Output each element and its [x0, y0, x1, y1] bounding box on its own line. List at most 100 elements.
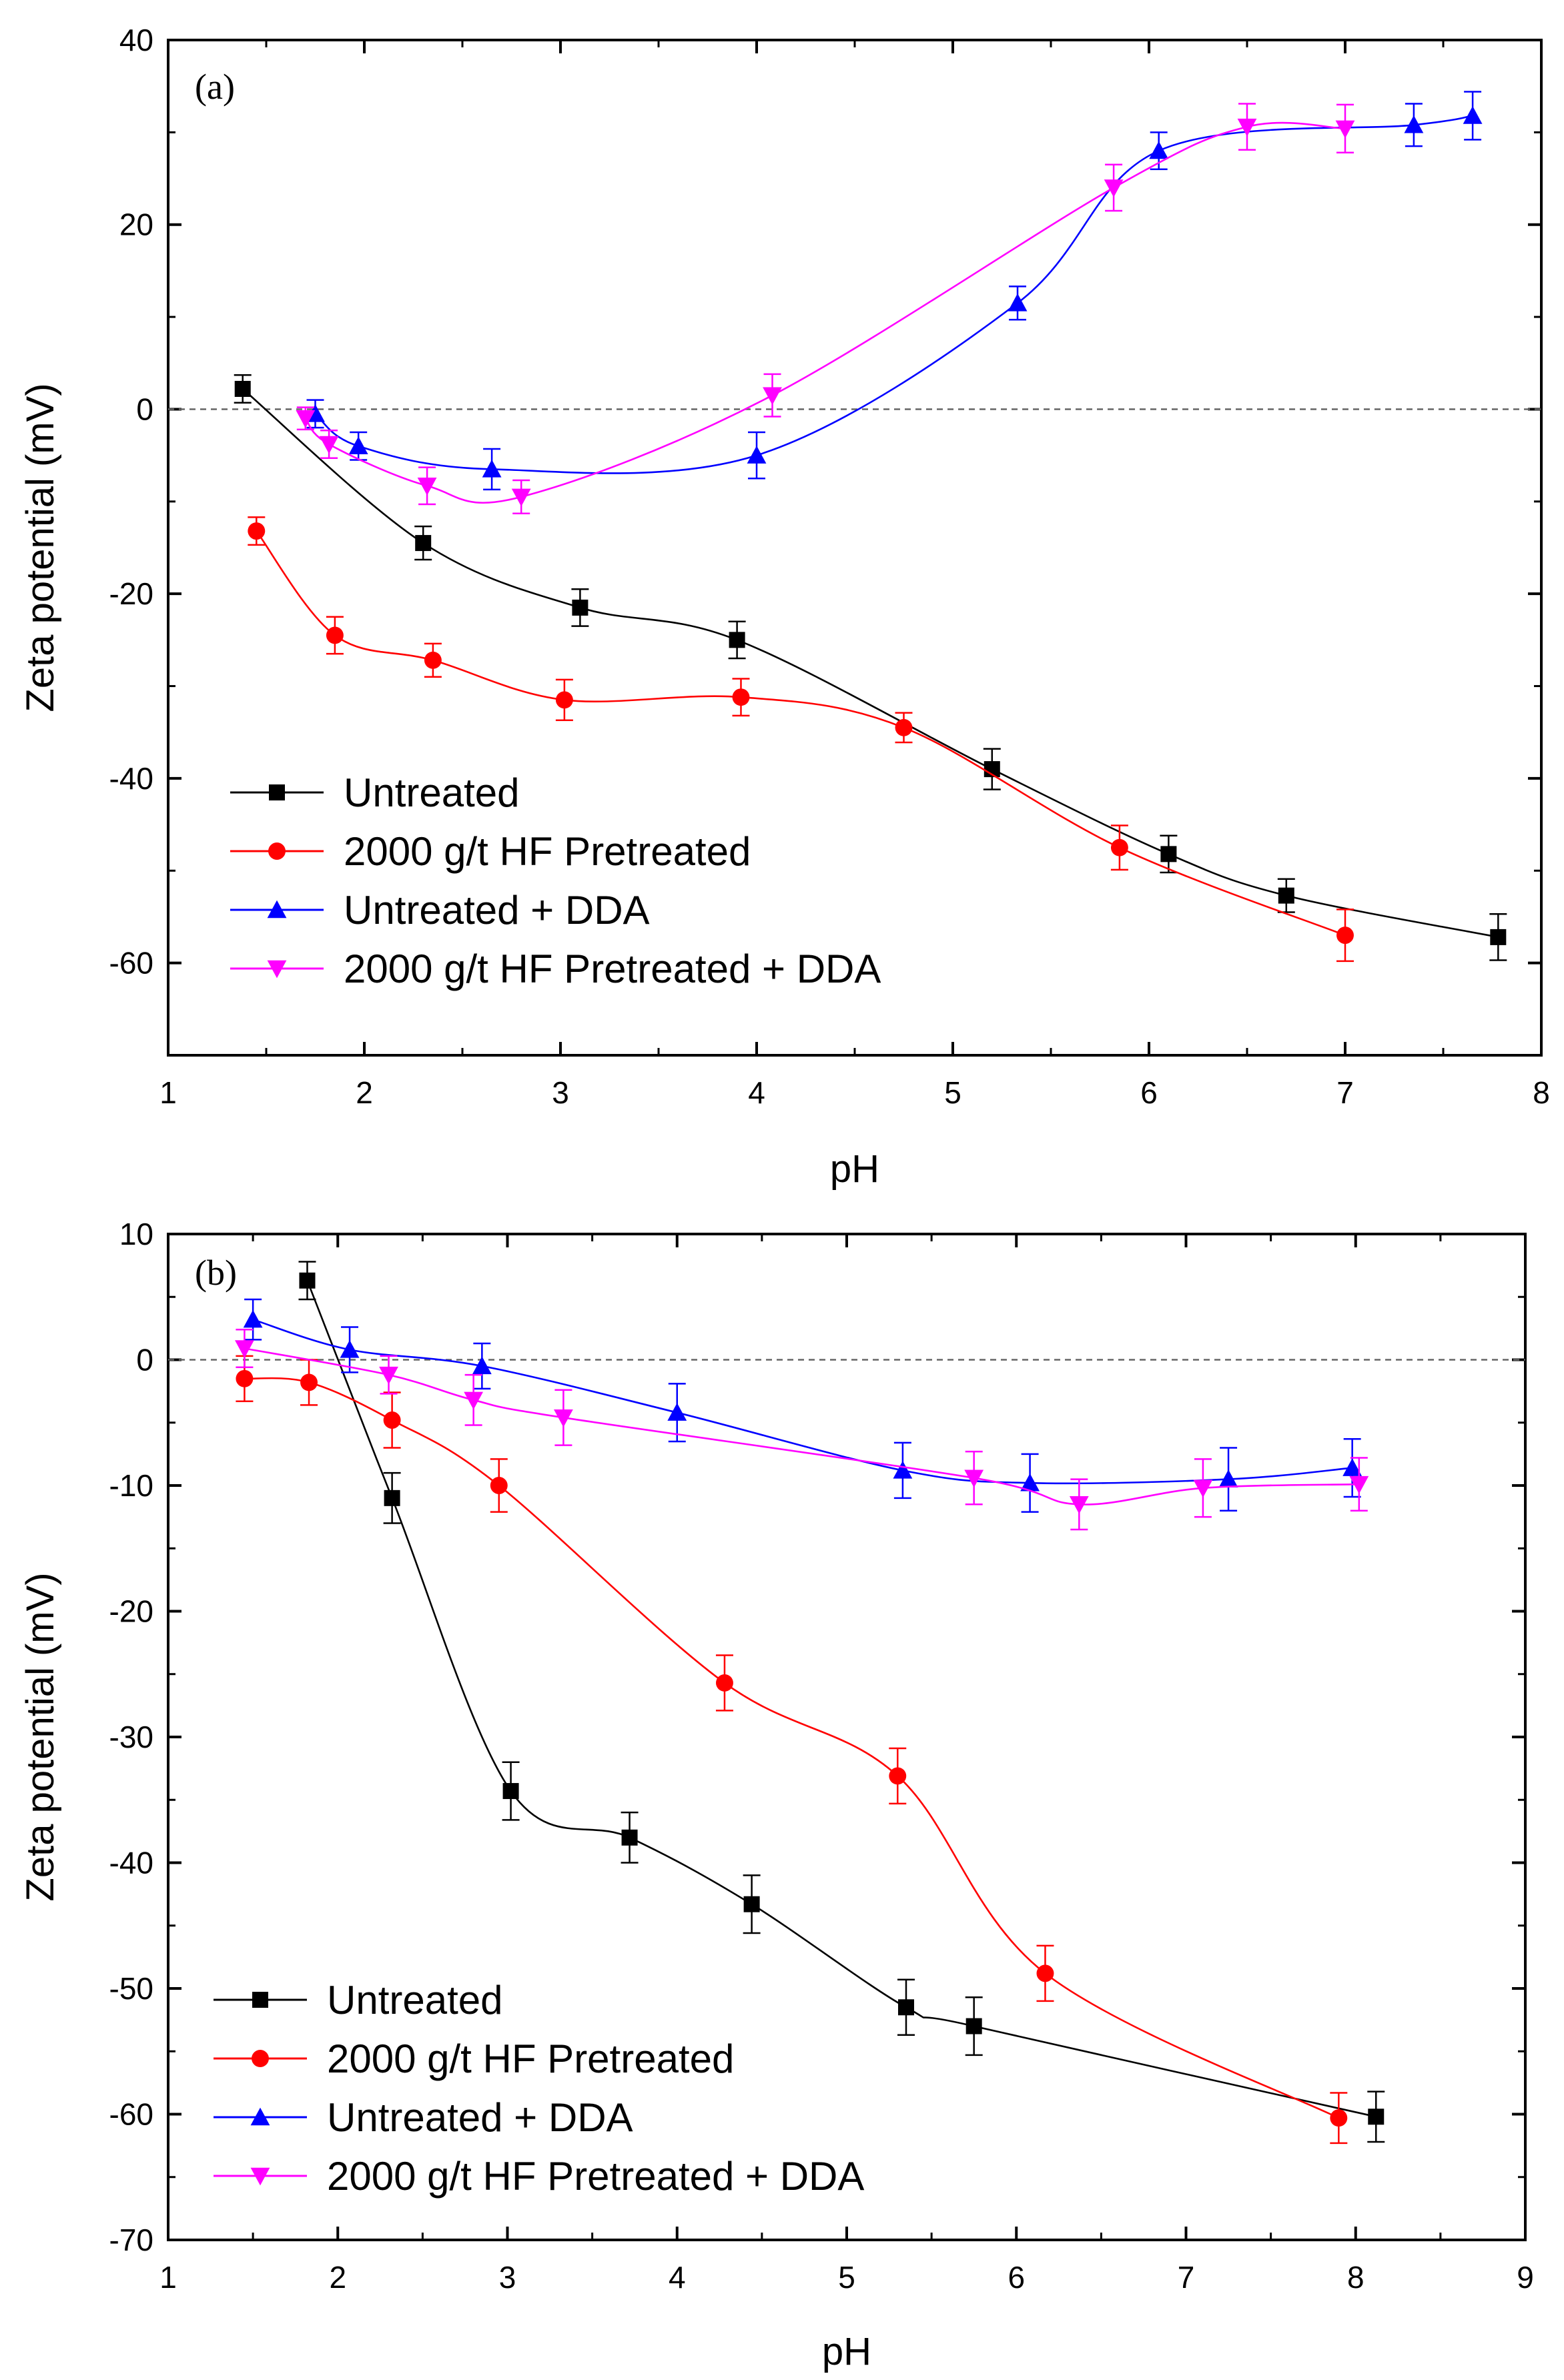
y-tick-label: -20 [109, 576, 153, 611]
data-point [383, 1411, 401, 1429]
data-point [464, 1391, 484, 1410]
panel-label-b: (b) [195, 1253, 237, 1293]
series-a [168, 91, 1541, 963]
data-point [1463, 106, 1483, 124]
data-point [1490, 929, 1507, 945]
series-line [242, 388, 1499, 939]
data-point [1349, 1475, 1369, 1494]
data-point [234, 381, 251, 398]
y-tick-label: -20 [109, 1594, 153, 1629]
legend-entry: Untreated + DDA [214, 2095, 633, 2140]
x-tick-label: 8 [1533, 1075, 1550, 1110]
series-line [314, 115, 1473, 474]
data-point [1104, 179, 1124, 197]
data-point [472, 1356, 492, 1375]
legend-b: Untreated 2000 g/t HF Pretreated Untreated… [214, 1978, 864, 2199]
x-axis-label-b: pH [822, 2330, 871, 2373]
data-point [1069, 1496, 1089, 1514]
x-tick-label: 3 [552, 1075, 569, 1110]
y-tick-label: 20 [119, 207, 153, 242]
series-square [298, 1261, 1385, 2143]
y-tick-label: 0 [136, 1343, 153, 1377]
data-point [243, 1309, 263, 1328]
data-point [1160, 846, 1177, 862]
data-point [502, 1783, 519, 1800]
data-point [417, 478, 437, 496]
data-point [1336, 927, 1354, 945]
legend-label: 2000 g/t HF Pretreated [327, 2036, 734, 2081]
y-tick-label: -10 [109, 1468, 153, 1503]
data-point [296, 410, 316, 428]
data-point [732, 688, 750, 706]
data-point [236, 1369, 254, 1387]
series-triangle-down [296, 103, 1355, 515]
data-point [1368, 2109, 1385, 2125]
y-tick-label: -40 [109, 1846, 153, 1880]
x-tick-label: 6 [1140, 1075, 1158, 1110]
data-point [326, 626, 344, 644]
series-square [234, 374, 1507, 961]
series-line [244, 1347, 1359, 1506]
data-point [763, 387, 782, 406]
x-tick-label: 5 [944, 1075, 961, 1110]
legend-marker [267, 900, 287, 919]
legend-entry: Untreated [230, 770, 520, 815]
data-point [1404, 115, 1424, 133]
data-point [964, 1469, 984, 1488]
legend-label: 2000 g/t HF Pretreated + DDA [344, 947, 881, 991]
y-axis-label-a: Zeta potential (mV) [19, 383, 62, 712]
legend-marker [252, 2050, 269, 2067]
data-point [340, 1340, 360, 1358]
x-tick-label: 4 [669, 2260, 686, 2295]
data-point [348, 436, 368, 455]
y-tick-label: -50 [109, 1971, 153, 2006]
x-tick-label: 3 [499, 2260, 516, 2295]
data-point [299, 1272, 316, 1289]
data-point [572, 599, 589, 616]
plot-frame-b [167, 1233, 1527, 2241]
legend-a: Untreated 2000 g/t HF Pretreated Untreated… [230, 770, 881, 991]
y-tick-label: 40 [119, 23, 153, 57]
legend-marker [268, 842, 286, 860]
y-tick-label: -60 [109, 946, 153, 981]
data-point [554, 1409, 573, 1427]
data-point [667, 1403, 687, 1421]
panel-label-a: (a) [195, 67, 235, 107]
data-point [715, 1674, 733, 1692]
legend-marker [267, 960, 287, 979]
x-tick-label: 9 [1517, 2260, 1534, 2295]
data-point [1036, 1964, 1054, 1982]
x-axis-label-a: pH [830, 1147, 879, 1191]
y-tick-label: -60 [109, 2097, 153, 2132]
data-point [379, 1366, 398, 1385]
y-tick-label: -40 [109, 761, 153, 796]
legend-marker [252, 1992, 268, 2008]
panel-b: (b) pH Zeta potential (mV) 1 2 3 4 5 6 7 8 9 -70 -… [19, 1217, 1534, 2373]
data-point [1193, 1479, 1213, 1498]
x-tick-label: 1 [159, 2260, 177, 2295]
data-point [1008, 293, 1028, 312]
legend-entry: Untreated + DDA [230, 888, 650, 933]
data-point [621, 1829, 638, 1846]
data-point [897, 1999, 914, 2016]
data-point [965, 2018, 982, 2034]
x-tick-label: 4 [748, 1075, 765, 1110]
data-point [1149, 141, 1169, 159]
legend-label: Untreated [327, 1978, 503, 2022]
series-line [306, 1280, 1377, 2118]
data-point [555, 691, 573, 709]
data-point [482, 459, 502, 478]
data-point [490, 1477, 508, 1494]
legend-marker [250, 2107, 270, 2126]
data-point [889, 1767, 907, 1785]
data-point [1218, 1469, 1238, 1488]
x-tick-label: 8 [1347, 2260, 1364, 2295]
x-tick-label: 2 [329, 2260, 346, 2295]
y-tick-label: 10 [119, 1217, 153, 1251]
series-circle [236, 1355, 1348, 2145]
legend-label: 2000 g/t HF Pretreated [344, 829, 751, 874]
data-point [1342, 1458, 1362, 1476]
data-point [248, 522, 266, 540]
legend-label: Untreated [344, 770, 520, 815]
